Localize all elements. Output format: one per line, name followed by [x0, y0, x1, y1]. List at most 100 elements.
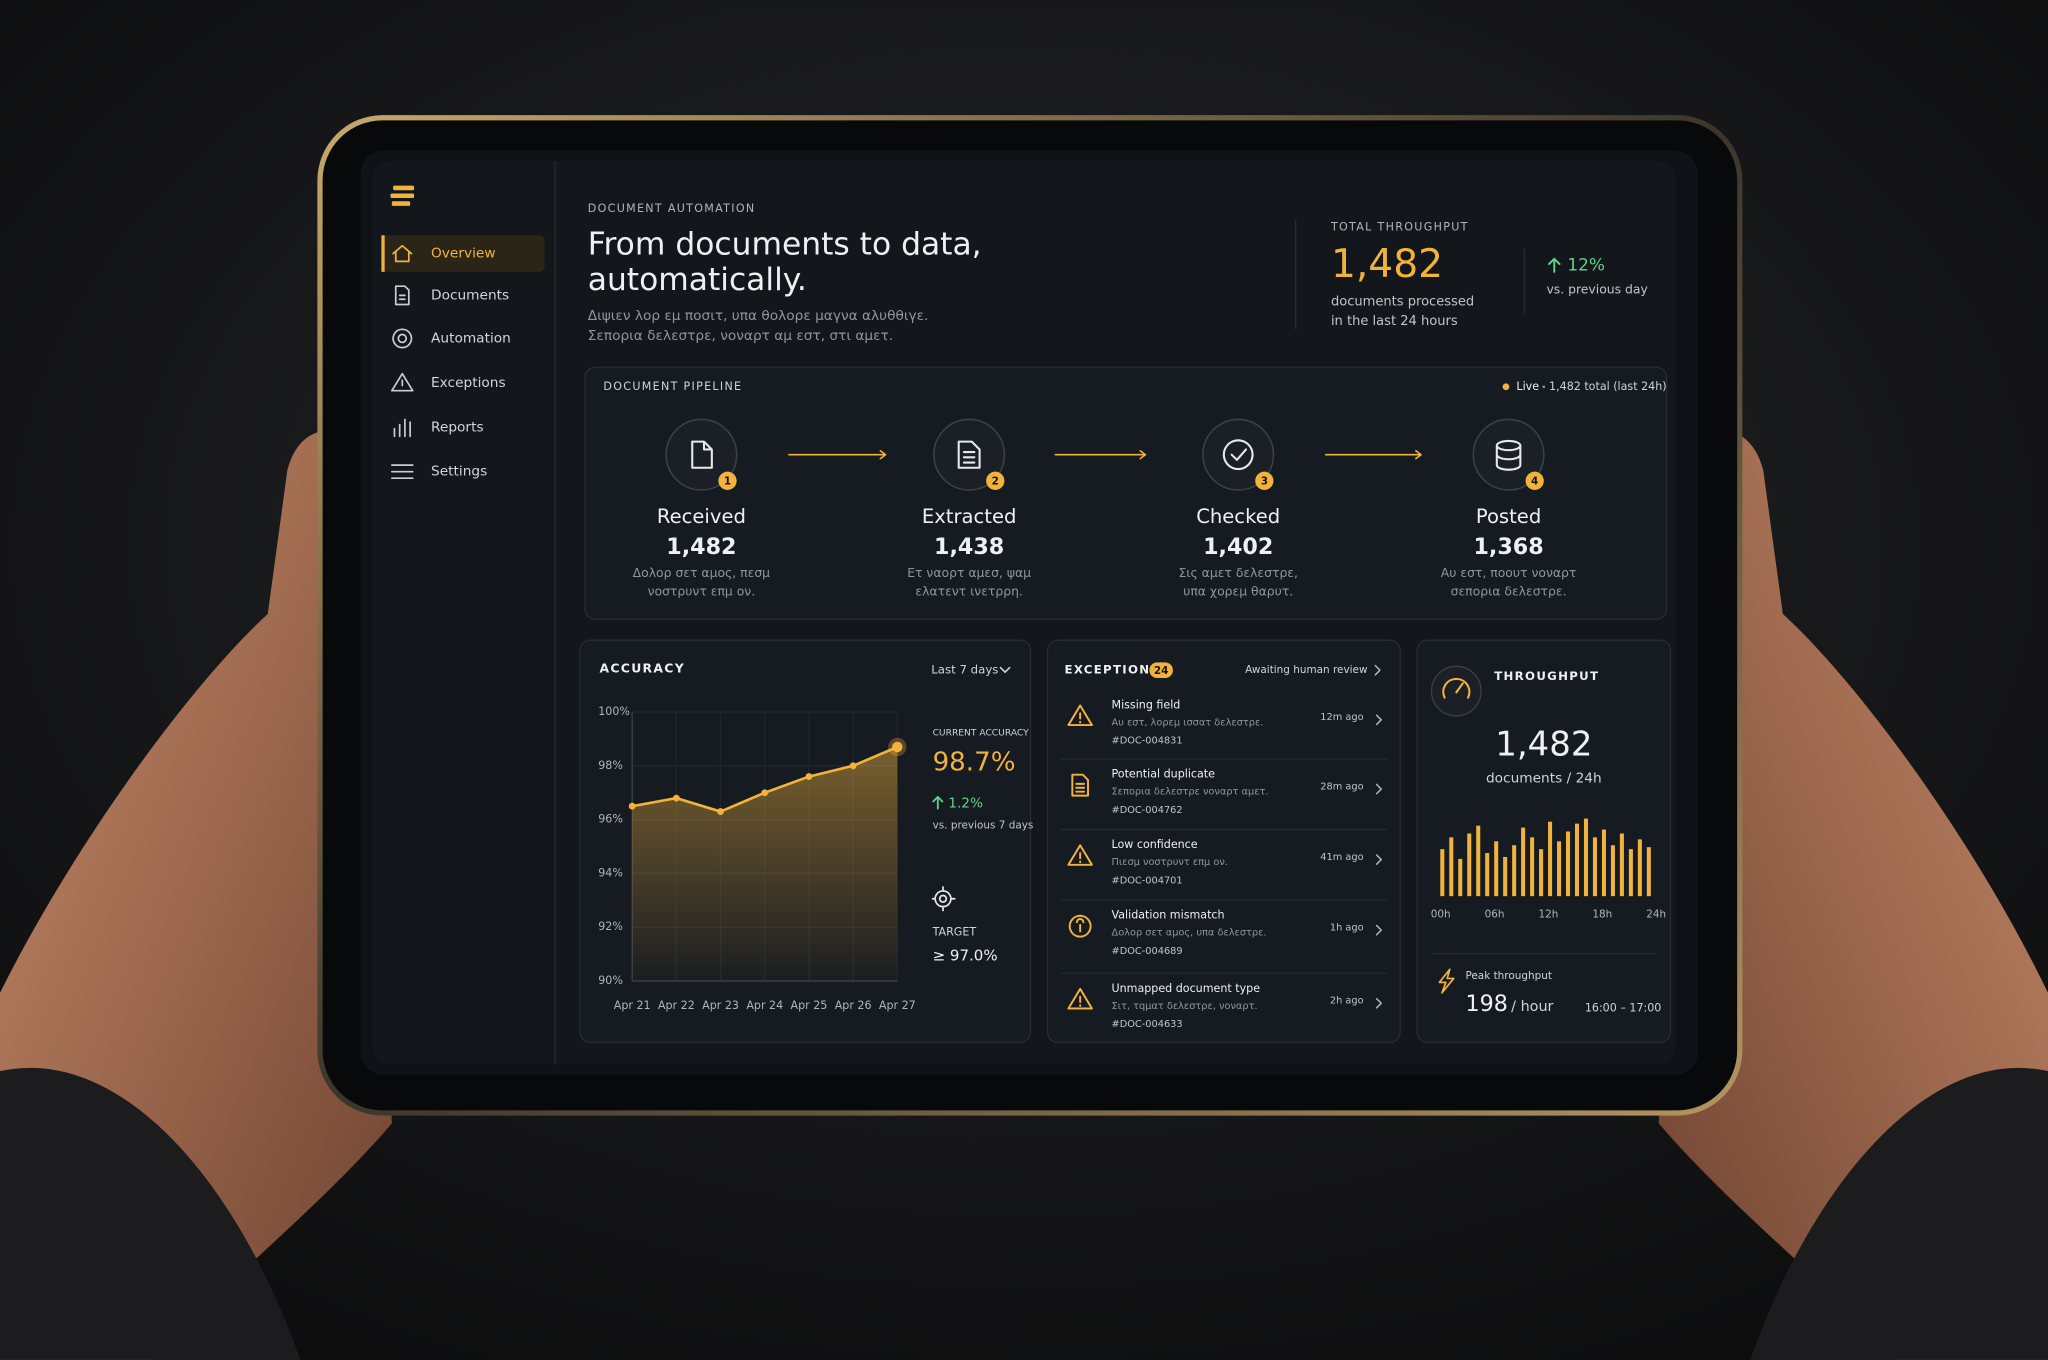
- nav-item[interactable]: Documents: [431, 287, 509, 303]
- exception-time: 28m ago: [1320, 781, 1363, 792]
- total-caption: documents processed: [1331, 294, 1474, 309]
- current-accuracy: 98.7%: [933, 747, 1016, 777]
- step-desc: σεπορια δελεστρε.: [1451, 583, 1567, 598]
- current-label: CURRENT ACCURACY: [933, 728, 1030, 738]
- step-name: Checked: [1196, 505, 1280, 528]
- eyebrow: DOCUMENT AUTOMATION: [588, 202, 756, 215]
- exception-id: #DOC-004689: [1112, 946, 1183, 957]
- nav-item[interactable]: Settings: [431, 464, 487, 480]
- step-value: 1,482: [666, 534, 736, 560]
- nav-item[interactable]: Exceptions: [431, 375, 506, 391]
- nav-icon: [393, 418, 411, 438]
- accuracy-point: [761, 789, 769, 797]
- separator-dot: [1542, 385, 1546, 389]
- page-subtitle: Διψιεν λορ εμ ποσιτ, υπα θολορε μαγνα αλ…: [588, 308, 929, 324]
- x-tick-label: 24h: [1646, 908, 1666, 920]
- throughput-bar: [1619, 833, 1624, 897]
- y-tick-label: 90%: [598, 974, 623, 987]
- ui-layer: Overview Documents Automation Exceptions Rep…: [390, 202, 1672, 1044]
- step-desc: Ετ ναορτ αμεσ, ψαμ: [907, 565, 1031, 580]
- throughput-bar: [1521, 827, 1526, 897]
- throughput-bar: [1557, 841, 1562, 897]
- accuracy-change-caption: vs. previous 7 days: [933, 820, 1034, 832]
- nav-active-bg: [381, 235, 545, 272]
- throughput-bar: [1548, 821, 1553, 897]
- throughput-title: THROUGHPUT: [1494, 669, 1599, 683]
- total-change-caption: vs. previous day: [1546, 282, 1647, 297]
- exception-icon: [1067, 987, 1093, 1010]
- step-value: 1,368: [1473, 534, 1543, 560]
- step-ring: [665, 418, 738, 491]
- exception-time: 12m ago: [1320, 712, 1363, 723]
- throughput-bar: [1592, 837, 1597, 897]
- throughput-bar: [1440, 849, 1445, 897]
- exception-id: #DOC-004633: [1112, 1019, 1183, 1030]
- flow-arrow: [788, 449, 887, 460]
- throughput-card: [1416, 639, 1672, 1044]
- nav-icon: [390, 372, 414, 392]
- throughput-bar: [1458, 858, 1463, 897]
- accuracy-point: [672, 794, 680, 802]
- accuracy-change: 1.2%: [948, 795, 983, 811]
- throughput-bar: [1467, 833, 1472, 897]
- step-icon: [1495, 439, 1522, 471]
- accuracy-point: [849, 762, 857, 770]
- throughput-bar: [1601, 829, 1606, 897]
- step-icon: [691, 440, 713, 469]
- total-caption: in the last 24 hours: [1331, 314, 1458, 329]
- step-name: Posted: [1476, 505, 1541, 528]
- target-label: TARGET: [932, 926, 977, 939]
- gauge-icon: [1442, 677, 1471, 699]
- exception-title: Missing field: [1112, 698, 1181, 711]
- live-label: Live: [1516, 380, 1539, 393]
- review-link[interactable]: Awaiting human review: [1245, 664, 1368, 676]
- throughput-bar: [1637, 839, 1642, 897]
- throughput-bar: [1512, 845, 1517, 897]
- throughput-bar: [1539, 849, 1544, 897]
- page-title: From documents to data,: [588, 227, 982, 263]
- exception-desc: Σεπορια δελεστρε νοναρτ αμετ.: [1112, 787, 1269, 798]
- logo: [390, 185, 415, 206]
- live-note: 1,482 total (last 24h): [1549, 380, 1667, 393]
- x-tick-label: Apr 27: [879, 999, 916, 1012]
- exception-icon: [1067, 844, 1093, 866]
- exceptions-title: EXCEPTIONS: [1064, 663, 1160, 677]
- accuracy-point: [628, 802, 636, 810]
- total-change: 12%: [1567, 255, 1605, 275]
- y-tick-label: 98%: [598, 759, 623, 772]
- page-subtitle: Σεπορια δελεστρε, νοναρτ αμ εστ, στι αμε…: [588, 328, 893, 344]
- dropdown-chevron: [999, 666, 1011, 673]
- nav-active-bar: [381, 235, 385, 272]
- peak-value: 198: [1465, 991, 1507, 1017]
- count-badge: [1149, 662, 1173, 679]
- nav-item[interactable]: Reports: [431, 419, 484, 435]
- left-sleeve: [0, 1067, 301, 1360]
- range-select[interactable]: Last 7 days: [931, 663, 998, 677]
- step-ring: [1472, 418, 1545, 491]
- nav-item[interactable]: Automation: [431, 330, 511, 346]
- exception-title: Unmapped document type: [1112, 982, 1261, 995]
- exception-id: #DOC-004762: [1112, 805, 1183, 816]
- exception-desc: Αυ εστ, λορεμ ισσατ δελεστρε.: [1112, 717, 1264, 728]
- step-badge-number: 4: [1531, 475, 1538, 487]
- exception-icon: [1067, 704, 1093, 727]
- pipeline-title: DOCUMENT PIPELINE: [603, 380, 742, 393]
- y-tick-label: 94%: [598, 866, 623, 879]
- step-name: Extracted: [922, 505, 1017, 528]
- bolt-icon: [1438, 968, 1455, 994]
- nav-item[interactable]: Overview: [431, 246, 496, 262]
- x-tick-label: Apr 24: [746, 999, 783, 1012]
- exception-title: Potential duplicate: [1112, 768, 1216, 781]
- step-ring: [1202, 418, 1275, 491]
- nav-icon: [392, 244, 413, 263]
- total-value: 1,482: [1331, 242, 1443, 287]
- peak-unit: / hour: [1511, 999, 1553, 1015]
- step-badge: [1525, 471, 1544, 490]
- step-badge: [718, 471, 737, 490]
- up-arrow: [1548, 257, 1561, 273]
- exception-icon: [1068, 914, 1092, 938]
- step-value: 1,402: [1203, 534, 1273, 560]
- throughput-bar: [1610, 845, 1615, 897]
- x-tick-label: 06h: [1485, 908, 1505, 920]
- x-tick-label: 18h: [1592, 908, 1612, 920]
